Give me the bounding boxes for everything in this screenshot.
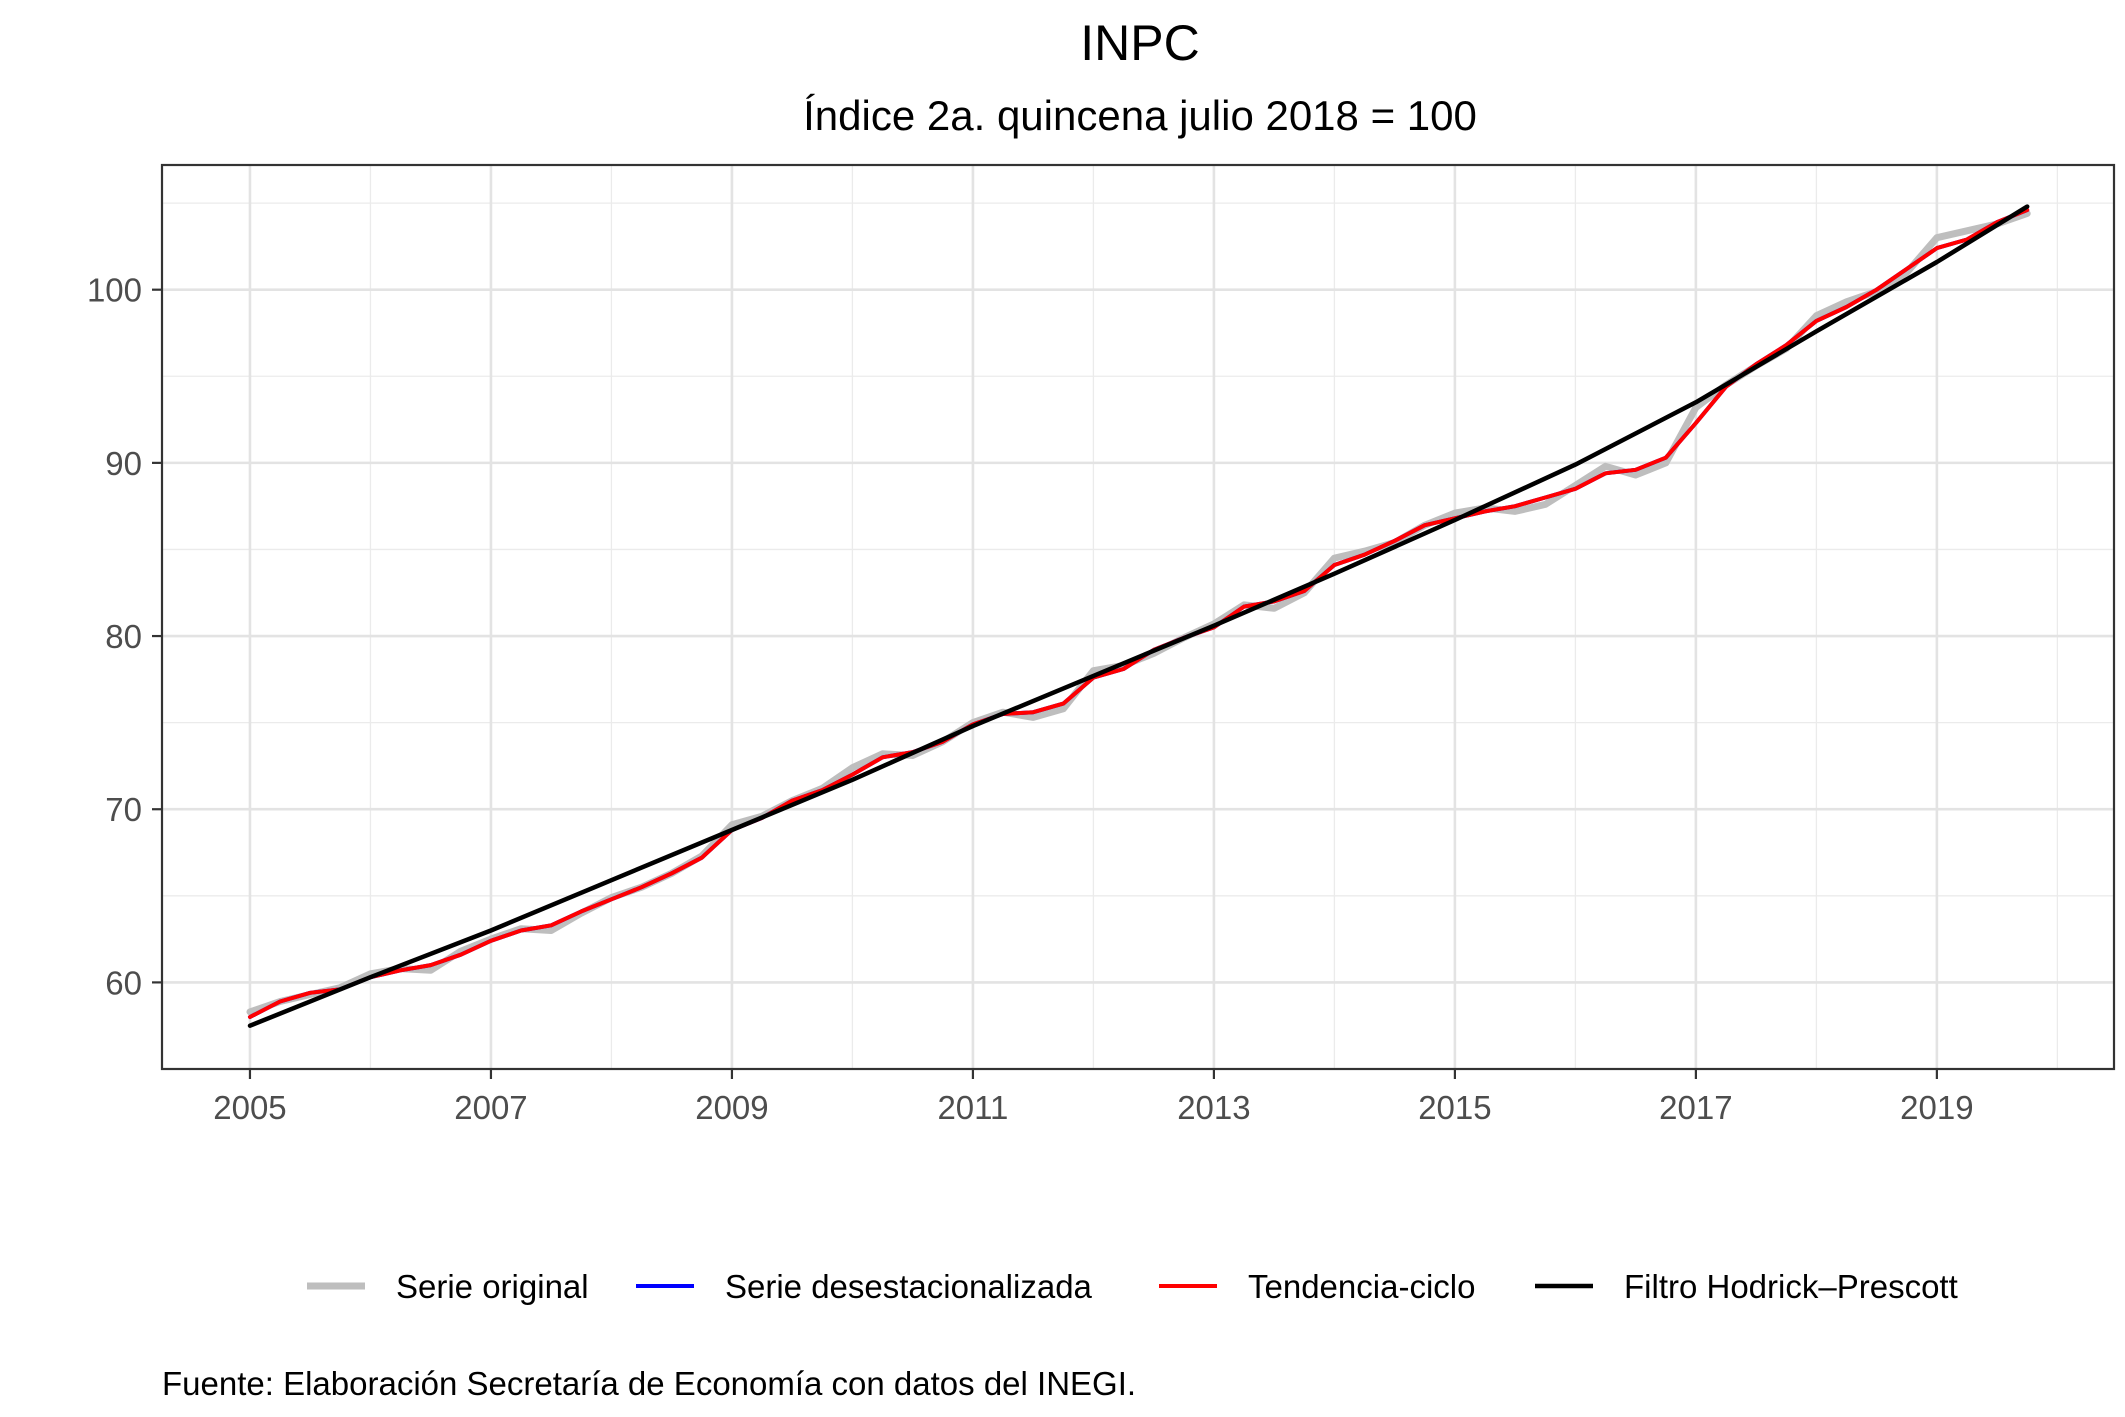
chart-subtitle: Índice 2a. quincena julio 2018 = 100 [803,92,1477,139]
legend-label-2: Tendencia-ciclo [1248,1268,1475,1305]
x-tick-label: 2019 [1900,1089,1973,1126]
legend-label-0: Serie original [396,1268,589,1305]
legend-label-3: Filtro Hodrick–Prescott [1624,1268,1958,1305]
series-lines [246,204,2031,1028]
plot-border [160,163,2116,1071]
x-tick-label: 2011 [937,1089,1008,1126]
grid [162,165,2114,1069]
plot-area [160,163,2116,1071]
y-tick-label: 60 [105,964,142,1001]
y-tick-label: 80 [105,618,142,655]
plot-background [162,165,2114,1069]
y-tick-label: 90 [105,445,142,482]
x-axis: 2005 2007 2009 2011 2013 2015 2017 2019 [213,1069,1974,1126]
legend: Serie original Serie desestacionalizada Te… [307,1268,1958,1305]
y-axis: 60 70 80 90 100 [87,272,162,1001]
y-tick-label: 70 [105,791,142,828]
series-line-3 [247,204,2030,1028]
x-tick-label: 2015 [1418,1089,1491,1126]
chart-caption: Fuente: Elaboración Secretaría de Econom… [162,1365,1136,1402]
x-tick-label: 2007 [454,1089,527,1126]
x-tick-label: 2009 [695,1089,768,1126]
x-tick-label: 2013 [1177,1089,1250,1126]
chart-title: INPC [1080,15,1199,71]
legend-label-1: Serie desestacionalizada [725,1268,1093,1305]
x-tick-label: 2005 [213,1089,286,1126]
x-tick-label: 2017 [1659,1089,1732,1126]
y-tick-label: 100 [87,272,142,309]
